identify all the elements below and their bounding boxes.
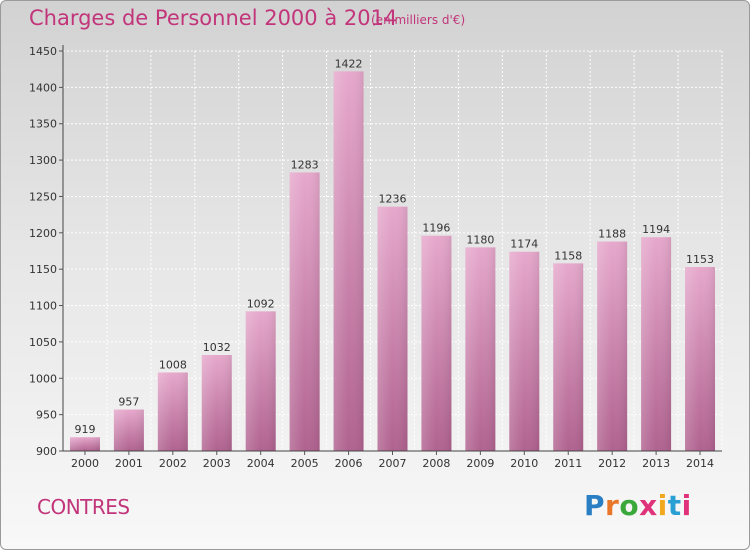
- bar-group: [201, 355, 232, 451]
- bar-shade: [289, 172, 320, 452]
- bar-group: [377, 206, 408, 451]
- bar-group: [685, 267, 716, 451]
- bar-group: [113, 409, 144, 451]
- bar-group: [333, 71, 364, 451]
- bar-shade: [597, 241, 628, 451]
- bar-shade: [509, 251, 540, 451]
- y-tick-label: 900: [36, 445, 57, 458]
- data-label: 957: [118, 396, 139, 409]
- data-label: 1158: [554, 249, 582, 262]
- bar-group: [465, 247, 496, 451]
- data-label: 1032: [203, 341, 231, 354]
- data-label: 1180: [466, 233, 494, 246]
- data-label: 1092: [247, 297, 275, 310]
- logo-letter: x: [639, 489, 658, 522]
- y-tick-label: 1050: [29, 336, 57, 349]
- x-tick-label: 2001: [115, 457, 143, 470]
- bar-group: [157, 372, 188, 451]
- y-tick-label: 1000: [29, 372, 57, 385]
- bar-shade: [421, 235, 452, 451]
- bar-group: [69, 437, 100, 451]
- x-tick-label: 2013: [642, 457, 670, 470]
- y-tick-label: 1300: [29, 154, 57, 167]
- x-tick-label: 2012: [598, 457, 626, 470]
- data-label: 1174: [510, 238, 538, 251]
- x-tick-label: 2008: [422, 457, 450, 470]
- x-tick-label: 2002: [159, 457, 187, 470]
- data-label: 1194: [642, 223, 670, 236]
- commune-name: CONTRES: [37, 495, 130, 519]
- bar-shade: [245, 311, 276, 451]
- chart-title: Charges de Personnel 2000 à 2014: [29, 6, 398, 30]
- logo-letter: r: [605, 489, 620, 522]
- bar-shade: [201, 355, 232, 451]
- bar-shade: [641, 237, 672, 451]
- bar-shade: [69, 437, 100, 451]
- logo-letter: i: [681, 489, 692, 522]
- bar-shade: [157, 372, 188, 451]
- x-tick-label: 2009: [466, 457, 494, 470]
- x-tick-label: 2014: [686, 457, 714, 470]
- bar-shade: [377, 206, 408, 451]
- y-tick-label: 1150: [29, 263, 57, 276]
- x-tick-label: 2011: [554, 457, 582, 470]
- x-tick-label: 2006: [335, 457, 363, 470]
- y-tick-label: 1200: [29, 227, 57, 240]
- y-tick-label: 1250: [29, 190, 57, 203]
- x-tick-label: 2003: [203, 457, 231, 470]
- x-tick-label: 2010: [510, 457, 538, 470]
- data-label: 1188: [598, 228, 626, 241]
- y-tick-label: 1450: [29, 45, 57, 58]
- bar-group: [597, 241, 628, 451]
- bar-shade: [553, 263, 584, 451]
- x-tick-label: 2007: [379, 457, 407, 470]
- x-tick-label: 2004: [247, 457, 275, 470]
- x-tick-label: 2000: [71, 457, 99, 470]
- logo-letter: t: [667, 489, 682, 522]
- data-label: 1236: [379, 193, 407, 206]
- data-label: 1153: [686, 253, 714, 266]
- data-label: 1422: [335, 57, 363, 70]
- bar-group: [245, 311, 276, 451]
- bar-group: [289, 172, 320, 452]
- chart-subtitle: (en milliers d'€): [371, 13, 466, 27]
- bar-shade: [333, 71, 364, 451]
- bar-shade: [465, 247, 496, 451]
- data-label: 1283: [291, 158, 319, 171]
- logo-letter: o: [619, 489, 640, 522]
- bar-group: [553, 263, 584, 451]
- logo-letter: i: [657, 489, 668, 522]
- y-tick-label: 1350: [29, 118, 57, 131]
- data-label: 1008: [159, 358, 187, 371]
- data-label: 1196: [422, 222, 450, 235]
- data-label: 919: [74, 423, 95, 436]
- y-tick-label: 950: [36, 409, 57, 422]
- y-tick-label: 1100: [29, 300, 57, 313]
- bar-group: [509, 251, 540, 451]
- proxiti-logo: Proxiti: [584, 489, 692, 522]
- bar-shade: [113, 409, 144, 451]
- logo-letter: P: [584, 489, 606, 522]
- bar-group: [421, 235, 452, 451]
- bar-group: [641, 237, 672, 451]
- y-tick-label: 1400: [29, 81, 57, 94]
- x-tick-label: 2005: [291, 457, 319, 470]
- bar-shade: [685, 267, 716, 451]
